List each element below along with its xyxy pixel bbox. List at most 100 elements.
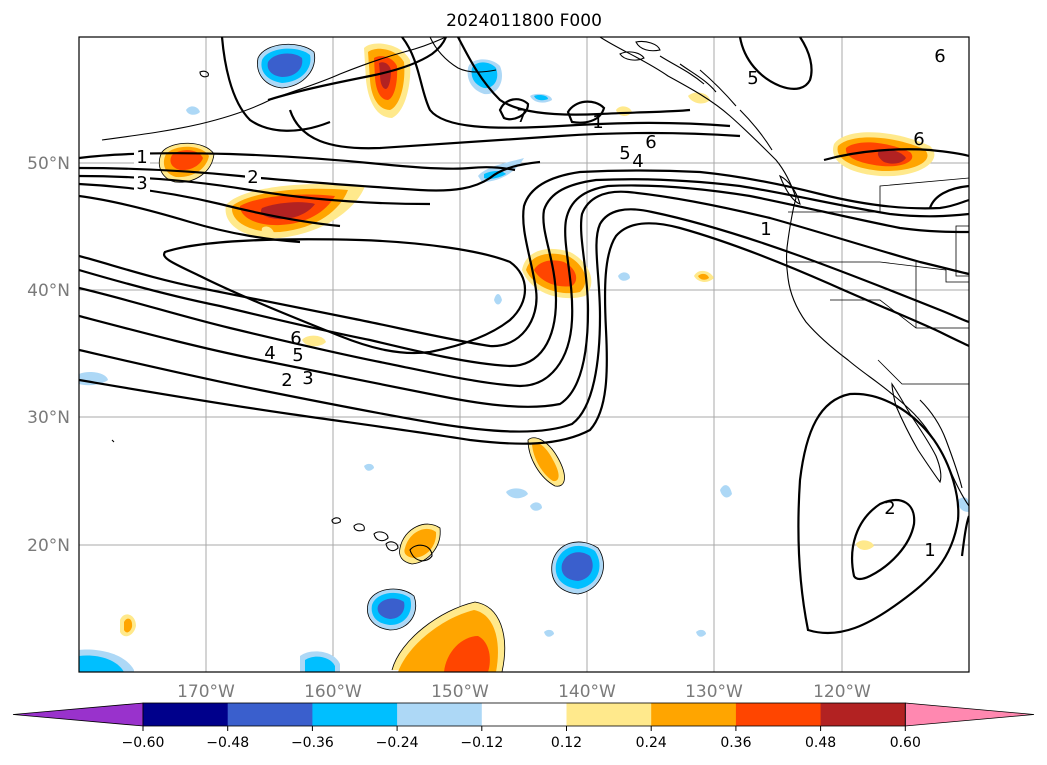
negative-anomaly-patch <box>367 589 416 630</box>
colorbar-swatch <box>566 703 652 726</box>
contour-line <box>79 160 541 192</box>
contour-line <box>457 37 691 116</box>
colorbar-swatch <box>820 703 906 726</box>
longitude-label: 160°W <box>304 682 362 702</box>
colorbar-tick-label: −0.48 <box>206 735 249 751</box>
patch-outline <box>399 523 441 565</box>
colorbar-swatch <box>227 703 313 726</box>
longitude-label: 150°W <box>431 682 489 702</box>
contour-label: 5 <box>292 345 303 366</box>
map-title: 2024011800 F000 <box>446 11 602 31</box>
contour-label: 1 <box>924 540 935 561</box>
colorbar-extend-low <box>12 702 144 727</box>
positive-anomaly-patch <box>399 524 441 564</box>
contour-line <box>79 169 969 348</box>
contour-label: 6 <box>913 129 924 150</box>
state-border <box>955 225 969 277</box>
map-frame <box>78 36 970 673</box>
contour-line <box>928 184 969 209</box>
contour-line <box>79 222 969 445</box>
contour-label: 1 <box>136 147 147 168</box>
contour-line <box>162 238 526 355</box>
alaska-peninsula-coast <box>429 37 497 73</box>
contour-label: 4 <box>264 343 275 364</box>
contour-line <box>79 178 969 368</box>
contour-label: 5 <box>619 143 630 164</box>
colorbar-tick-label: −0.36 <box>291 735 334 751</box>
contour-line <box>960 515 969 557</box>
gulf-of-california-coast <box>919 399 963 489</box>
colorbar-tick-label: −0.24 <box>376 735 419 751</box>
latitude-label: 20°N <box>27 536 70 556</box>
us-mexico-border <box>877 359 969 385</box>
contour-line <box>738 37 813 90</box>
longitude-label: 130°W <box>685 682 743 702</box>
negative-anomaly-patch <box>551 541 604 594</box>
colorbar-swatch <box>651 703 737 726</box>
contour-label: 2 <box>281 370 292 391</box>
latitude-label: 40°N <box>27 281 70 301</box>
patch-outline <box>158 142 215 183</box>
colorbar-swatch <box>481 703 567 726</box>
contour-label: 3 <box>302 368 313 389</box>
contour-line <box>850 498 916 581</box>
colorbar-tick-label: 0.60 <box>890 735 921 751</box>
map-panel: 1 2 3 4 5 6 7 1 5 6 4 5 6 1 6 5 4 2 3 2 … <box>79 37 969 672</box>
positive-anomaly-patch <box>225 184 365 239</box>
colorbar-frame <box>142 702 906 727</box>
anomaly-fills <box>79 43 969 672</box>
negative-anomaly-patch <box>79 93 969 672</box>
contour-label: 1 <box>760 219 771 240</box>
contour-label: 3 <box>136 173 147 194</box>
longitude-label: 140°W <box>558 682 616 702</box>
height-contours <box>79 37 969 635</box>
positive-anomaly-patch <box>261 92 874 550</box>
latitude-labels: 50°N 40°N 30°N 20°N <box>27 154 70 556</box>
contour-label: 6 <box>934 46 945 67</box>
positive-anomaly-patch <box>528 437 565 487</box>
contour-label: 4 <box>632 151 643 172</box>
colorbar-tick-label: −0.12 <box>460 735 503 751</box>
patch-outline <box>527 437 565 487</box>
contour-labels: 1 2 3 4 5 6 7 1 5 6 4 5 6 1 6 5 4 2 3 2 … <box>134 46 946 561</box>
patch-outline <box>391 601 506 672</box>
contour-line <box>79 190 969 408</box>
island-coast <box>111 40 661 443</box>
longitude-label: 170°W <box>177 682 235 702</box>
patch-outline <box>257 43 316 89</box>
state-border <box>786 261 969 283</box>
patch-outline <box>367 588 416 631</box>
colorbar-tick-label: 0.12 <box>551 735 582 751</box>
colorbar-tick-label: 0.24 <box>636 735 667 751</box>
contour-label: 7 <box>516 106 527 127</box>
positive-anomaly-patch <box>120 614 136 637</box>
us-canada-border <box>788 177 969 213</box>
colorbar-extend-high <box>904 702 1035 727</box>
positive-anomaly-patch <box>364 43 411 118</box>
contour-label: 1 <box>592 112 603 133</box>
contour-label: 6 <box>645 132 656 153</box>
contour-line <box>79 182 341 228</box>
contour-label: 6 <box>290 328 301 349</box>
contour-line <box>79 174 431 206</box>
anomaly-outlines <box>158 43 604 672</box>
positive-anomaly-patch <box>392 602 505 672</box>
negative-anomaly-patch <box>257 44 315 88</box>
colorbar-swatch <box>735 703 822 726</box>
aleutian-coast <box>101 37 447 141</box>
alaska-panhandle-coast <box>599 37 797 199</box>
contour-line <box>566 100 606 124</box>
vancouver-island-coast <box>778 174 801 205</box>
colorbar-tick-label: −0.60 <box>122 735 165 751</box>
contour-line <box>797 392 960 635</box>
contour-label: 2 <box>247 167 258 188</box>
contour-line <box>79 184 969 388</box>
longitude-labels: 170°W 160°W 150°W 140°W 130°W 120°W <box>177 682 871 702</box>
contour-line <box>288 109 741 150</box>
contour-label: 5 <box>747 68 758 89</box>
contour-label: 2 <box>884 498 895 519</box>
contour-line <box>267 37 448 102</box>
colorbar-swatch <box>312 703 398 726</box>
contour-line <box>498 98 530 121</box>
